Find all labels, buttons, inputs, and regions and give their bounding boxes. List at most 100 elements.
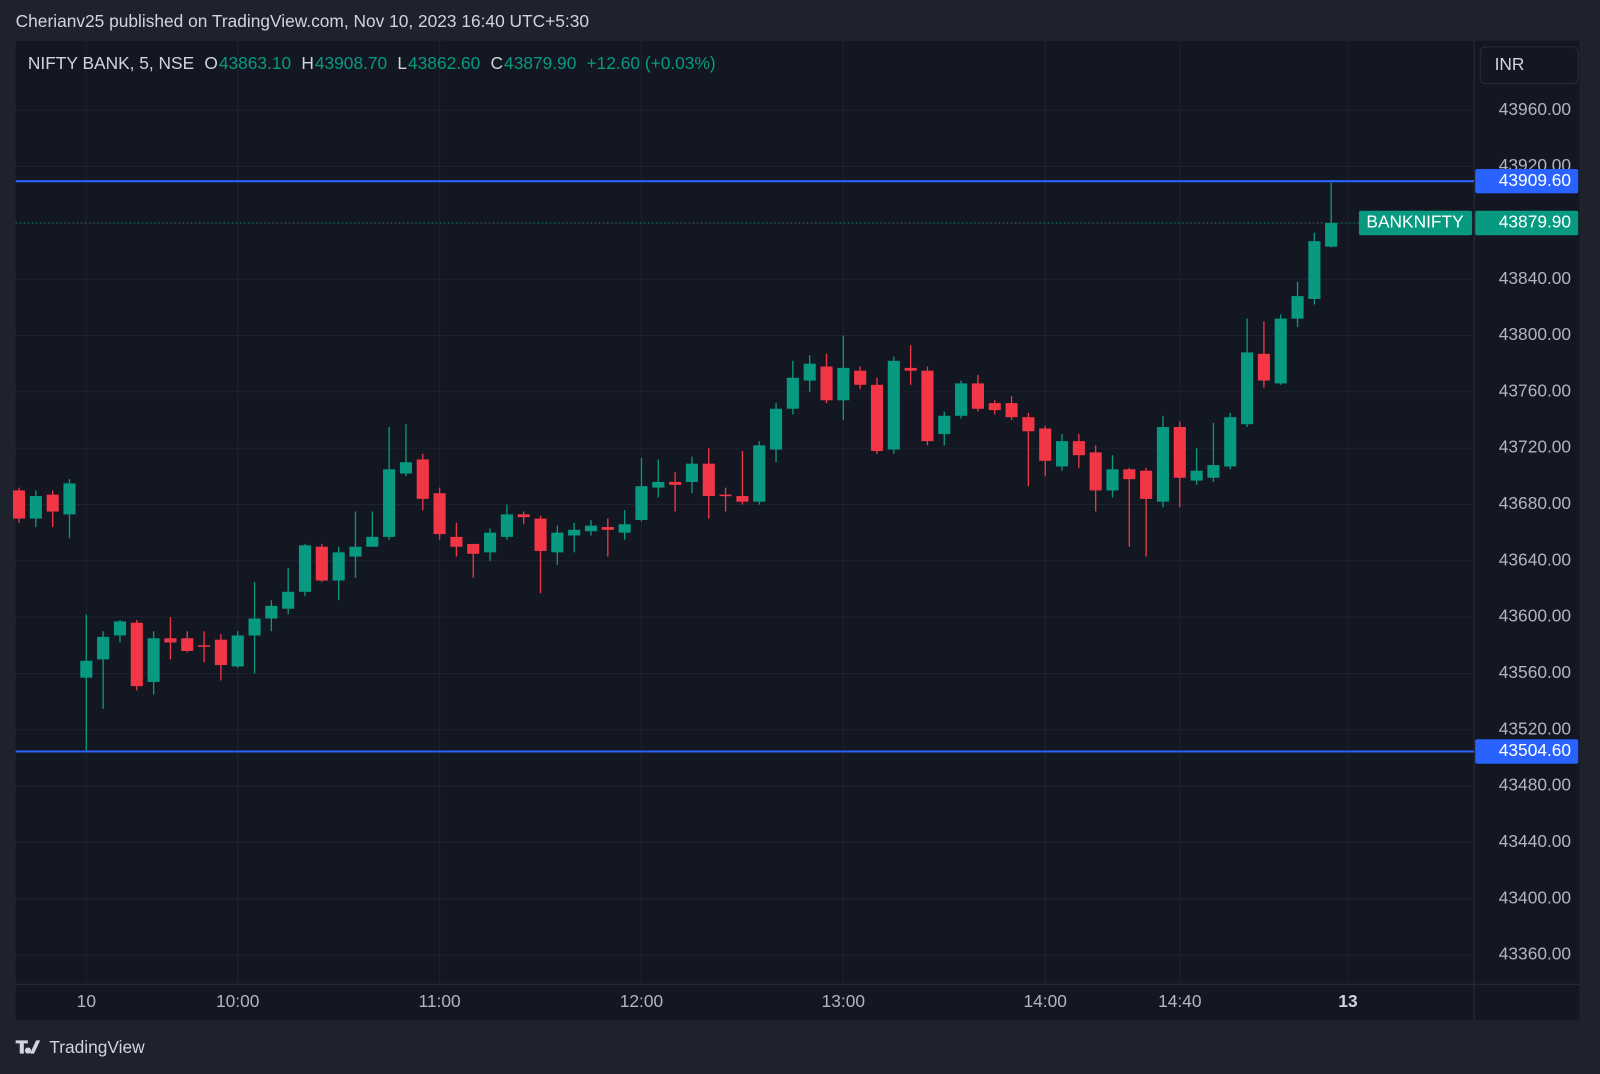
- candle-body: [786, 377, 799, 409]
- x-tick-label: 11:00: [419, 991, 461, 1011]
- x-tick-label: 14:00: [1024, 991, 1067, 1011]
- x-tick-label: 10:00: [216, 991, 259, 1011]
- candle-body: [416, 459, 429, 499]
- y-tick-label: 43480.00: [1499, 775, 1571, 795]
- candle-body: [198, 645, 211, 647]
- candle-body: [971, 383, 984, 409]
- y-tick-label: 43840.00: [1499, 268, 1571, 288]
- candle-body: [1291, 296, 1304, 319]
- candle-body: [231, 635, 244, 667]
- y-tick-label: 43400.00: [1499, 887, 1571, 907]
- candle-body: [753, 445, 766, 502]
- candle-body: [736, 496, 749, 502]
- candle-body: [383, 469, 396, 537]
- plot: 43360.00 43400.00 43440.00 43480.00 43520.00…: [12, 40, 1579, 1011]
- candle-body: [298, 545, 312, 592]
- candle-body: [265, 605, 278, 619]
- candle-body: [349, 546, 362, 557]
- candle-body: [130, 622, 143, 687]
- x-tick-label: 13:00: [822, 991, 865, 1011]
- symbol-label-box: [1358, 210, 1473, 236]
- candle-body: [669, 481, 682, 485]
- y-tick-label: 43560.00: [1499, 662, 1571, 682]
- symbol: NIFTY BANK, 5, NSE: [28, 53, 194, 73]
- candle-body: [1224, 417, 1237, 467]
- candle-body: [618, 524, 631, 533]
- candle-body: [1039, 428, 1052, 461]
- candle-body: [181, 638, 194, 651]
- chart-pane: [15, 40, 1580, 1020]
- candle-body: [887, 360, 900, 450]
- y-tick-label: 43720.00: [1499, 437, 1571, 457]
- candle-body: [450, 536, 463, 547]
- price-label: 43909.60: [1499, 170, 1571, 190]
- ohlc-value: 43863.10: [219, 53, 291, 73]
- candle-body: [282, 591, 295, 609]
- price-label: 43504.60: [1499, 740, 1571, 760]
- ohlc-key: C: [491, 53, 504, 73]
- candle-body: [1190, 470, 1203, 481]
- currency-button[interactable]: [1479, 46, 1579, 85]
- candle-body: [1140, 470, 1153, 499]
- ohlc-value: 43908.70: [315, 53, 387, 73]
- ohlc-value: 43879.90: [504, 53, 576, 73]
- ohlc-key: O: [204, 53, 217, 73]
- price-label-box: [1475, 739, 1579, 764]
- legend: NIFTY BANK, 5, NSE O 43863.10 H 43908.70 L 438…: [28, 53, 716, 73]
- candle-body: [12, 490, 26, 519]
- candle-body: [1173, 427, 1186, 478]
- candle-body: [399, 462, 413, 474]
- candle-body: [719, 494, 732, 497]
- change: +12.60 (+0.03%): [587, 53, 716, 73]
- candle-body: [1207, 465, 1220, 478]
- candle-body: [29, 496, 42, 519]
- candle-body: [1022, 417, 1035, 432]
- logo: [15, 1040, 41, 1054]
- candle-body: [1005, 403, 1018, 418]
- candle-body: [315, 546, 328, 581]
- candle-body: [568, 529, 581, 536]
- candle-body: [1308, 241, 1321, 299]
- y-tick-label: 43360.00: [1499, 944, 1571, 964]
- candle-body: [164, 638, 177, 643]
- y-tick-label: 43680.00: [1499, 493, 1571, 513]
- candle-body: [1123, 469, 1136, 480]
- candle-body: [1325, 223, 1338, 247]
- candle-body: [80, 660, 93, 678]
- attribution: Cherianv25 published on TradingView.com,…: [16, 11, 589, 31]
- candle-body: [1274, 318, 1287, 384]
- candle-body: [988, 403, 1001, 411]
- candle-body: [332, 552, 345, 581]
- price-label: 43879.90: [1499, 212, 1571, 232]
- candle-body: [147, 638, 160, 682]
- y-tick-label: 43960.00: [1499, 99, 1571, 119]
- candle-body: [870, 384, 884, 451]
- ohlc-key: H: [301, 53, 314, 73]
- candle-body: [803, 363, 816, 381]
- candle-body: [467, 543, 480, 554]
- candle-body: [248, 618, 261, 636]
- candle-body: [837, 367, 850, 401]
- candle-body: [97, 636, 110, 660]
- ohlc-value: 43862.60: [408, 53, 480, 73]
- candle-body: [1055, 441, 1069, 467]
- candle-body: [1106, 469, 1119, 491]
- candle-body: [904, 367, 917, 371]
- candle-body: [113, 621, 127, 636]
- candle-body: [685, 463, 698, 482]
- candle-body: [820, 366, 833, 401]
- candle-body: [500, 514, 513, 537]
- currency-label[interactable]: INR: [1495, 54, 1525, 74]
- candle-body: [938, 415, 951, 435]
- candle-body: [1156, 427, 1170, 502]
- symbol-label: BANKNIFTY: [1366, 212, 1464, 232]
- x-tick-label: 12:00: [620, 991, 663, 1011]
- x-tick-label: 14:40: [1158, 991, 1201, 1011]
- candle-body: [534, 518, 547, 551]
- brand: TradingView: [49, 1037, 145, 1057]
- candle-body: [63, 483, 76, 515]
- candle-body: [551, 532, 564, 553]
- price-label-box: [1475, 210, 1579, 236]
